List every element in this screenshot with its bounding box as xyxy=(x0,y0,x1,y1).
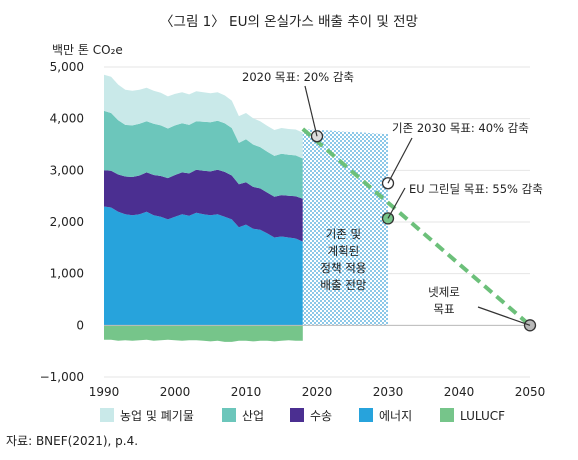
legend-label: 에너지 xyxy=(379,409,412,423)
y-tick-label: 2,000 xyxy=(50,215,84,229)
legend-swatch xyxy=(100,408,114,422)
area-lulucf xyxy=(104,325,303,342)
y-axis-unit: 백만 톤 CO₂e xyxy=(52,43,123,57)
legend-swatch xyxy=(222,408,236,422)
y-tick-label: −1,000 xyxy=(40,370,84,384)
area-수송 xyxy=(104,169,303,242)
target-path-line xyxy=(301,127,532,327)
x-tick-label: 2030 xyxy=(373,385,404,399)
source-note: 자료: BNEF(2021), p.4. xyxy=(6,434,138,448)
x-tick-label: 2050 xyxy=(515,385,546,399)
chart-title: 〈그림 1〉 EU의 온실가스 배출 추이 및 전망 xyxy=(160,14,418,30)
x-tick-label: 2040 xyxy=(444,385,475,399)
x-tick-label: 2000 xyxy=(160,385,191,399)
legend: 농업 및 폐기물 산업 수송 에너지 LULUCF xyxy=(100,408,505,423)
target-layer xyxy=(301,127,537,332)
legend-swatch xyxy=(440,408,454,422)
y-tick-label: 4,000 xyxy=(50,112,84,126)
y-tick-label: 3,000 xyxy=(50,163,84,177)
y-tick-label: 5,000 xyxy=(50,60,84,74)
leader-line xyxy=(477,306,531,326)
x-tick-label: 2010 xyxy=(231,385,262,399)
x-tick-label: 2020 xyxy=(302,385,333,399)
legend-label: 농업 및 폐기물 xyxy=(120,409,194,423)
axis-layer: −1,000 0 1,000 2,000 3,000 4,000 5,000 1990 2000… xyxy=(40,60,546,399)
annotation-net-zero-line2: 목표 xyxy=(433,302,454,316)
annotation-green-deal: EU 그린딜 목표: 55% 감축 xyxy=(409,182,543,196)
leader-line xyxy=(387,187,406,219)
annotation-net-zero-line1: 넷제로 xyxy=(428,285,460,299)
projection-label-line: 배출 전망 xyxy=(320,278,366,292)
area-농업-및-폐기물 xyxy=(104,74,303,159)
annotation-2020: 2020 목표: 20% 감축 xyxy=(242,70,354,84)
projection-label-line: 계획된 xyxy=(328,244,360,258)
area-에너지 xyxy=(104,206,303,326)
leader-line xyxy=(304,85,318,137)
legend-swatch xyxy=(290,408,304,422)
legend-label: 수송 xyxy=(310,409,332,423)
leader-line xyxy=(387,137,413,184)
legend-label: 산업 xyxy=(242,409,264,423)
projection-label-line: 정책 적용 xyxy=(320,261,366,275)
projection-area xyxy=(302,129,388,326)
legend-label: LULUCF xyxy=(460,409,505,423)
y-tick-label: 1,000 xyxy=(50,267,84,281)
projection-label-line: 기존 및 xyxy=(326,227,361,241)
y-tick-label: 0 xyxy=(76,318,84,332)
annotation-2030: 기존 2030 목표: 40% 감축 xyxy=(392,121,529,135)
legend-swatch xyxy=(359,408,373,422)
area-산업 xyxy=(104,110,303,199)
area-layer xyxy=(104,74,303,342)
x-tick-label: 1990 xyxy=(89,385,120,399)
